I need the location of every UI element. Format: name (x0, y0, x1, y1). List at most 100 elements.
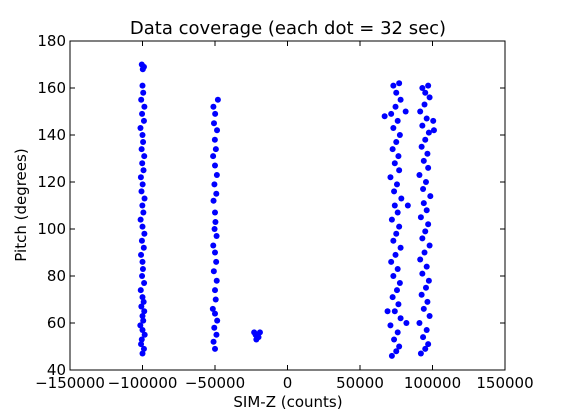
data-point (425, 221, 432, 228)
data-point (139, 273, 146, 279)
data-point (396, 132, 403, 138)
data-point (139, 265, 146, 272)
data-point (392, 103, 399, 110)
data-point (137, 174, 144, 181)
data-point (212, 110, 219, 117)
data-point (381, 113, 388, 120)
data-point (425, 341, 432, 348)
data-point (398, 195, 405, 202)
data-point (212, 345, 218, 352)
data-point (422, 284, 429, 291)
data-point (210, 197, 217, 204)
data-point (210, 338, 217, 345)
data-point (213, 258, 220, 265)
data-point (212, 296, 219, 303)
data-point (397, 96, 404, 103)
data-point (425, 277, 432, 284)
data-point (404, 202, 411, 209)
data-point (139, 258, 146, 265)
data-point (140, 244, 147, 251)
data-point (403, 320, 410, 326)
data-point (213, 277, 220, 284)
data-point (422, 136, 429, 143)
data-point (388, 352, 395, 359)
data-point (394, 265, 401, 272)
y-tick-label: 60 (47, 314, 66, 332)
data-point (416, 320, 423, 326)
x-tick-label: −50000 (185, 374, 245, 392)
data-point (396, 223, 403, 230)
data-point (402, 108, 409, 115)
data-point (140, 298, 147, 305)
data-point (138, 96, 145, 103)
data-point (391, 160, 398, 167)
data-point (139, 82, 146, 89)
data-point (139, 132, 146, 138)
x-tick-label: 100000 (404, 374, 461, 392)
data-point (139, 294, 146, 301)
data-point (420, 334, 427, 341)
data-point (141, 280, 148, 287)
data-point (139, 223, 146, 230)
data-point (138, 341, 145, 348)
data-point (211, 226, 218, 232)
x-tick-label: −150000 (35, 374, 105, 392)
data-point (210, 268, 217, 275)
data-point (213, 331, 220, 338)
data-point (138, 237, 145, 244)
data-point (419, 85, 426, 91)
data-point (418, 291, 425, 298)
data-point (211, 324, 218, 331)
data-point (420, 200, 427, 207)
x-tick-label: 50000 (336, 374, 384, 392)
data-point (425, 129, 432, 136)
data-point (420, 186, 427, 193)
data-point (384, 308, 391, 315)
data-point (396, 167, 403, 174)
data-point (418, 143, 425, 150)
data-point (212, 218, 219, 225)
x-tick-label: 0 (283, 374, 293, 392)
data-point (424, 150, 431, 157)
data-point (396, 80, 403, 87)
data-point (397, 244, 404, 251)
y-axis: 40 60 80 100 120 140 160 180 (37, 32, 505, 379)
data-point (417, 350, 424, 357)
data-point (419, 235, 426, 242)
data-point (139, 350, 146, 357)
data-point (138, 188, 145, 195)
data-point (139, 327, 146, 334)
data-point (212, 310, 218, 317)
y-tick-label: 120 (37, 173, 66, 191)
x-tick-label: −100000 (108, 374, 178, 392)
data-point (389, 294, 396, 301)
data-point (209, 305, 216, 312)
data-point (423, 327, 430, 334)
data-point (417, 108, 424, 115)
data-point (137, 124, 144, 131)
chart-title: Data coverage (each dot = 32 sec) (130, 18, 446, 39)
data-point (394, 329, 401, 336)
data-point (422, 89, 429, 96)
data-point (210, 120, 217, 127)
data-point (420, 305, 427, 312)
data-point (424, 298, 431, 305)
y-tick-label: 40 (47, 361, 66, 379)
data-point (419, 122, 426, 129)
data-point (387, 322, 394, 329)
data-point (390, 237, 397, 244)
data-point (392, 251, 399, 258)
data-point (140, 317, 147, 324)
data-point (138, 336, 145, 343)
data-point (393, 139, 400, 146)
data-point (214, 96, 221, 103)
plot-area (137, 61, 437, 359)
data-point (423, 115, 430, 122)
data-point (137, 287, 144, 294)
data-point (253, 336, 260, 343)
data-point (212, 249, 218, 256)
data-point (393, 348, 400, 355)
data-point (422, 345, 429, 352)
data-point (141, 230, 148, 237)
data-point (390, 82, 397, 89)
